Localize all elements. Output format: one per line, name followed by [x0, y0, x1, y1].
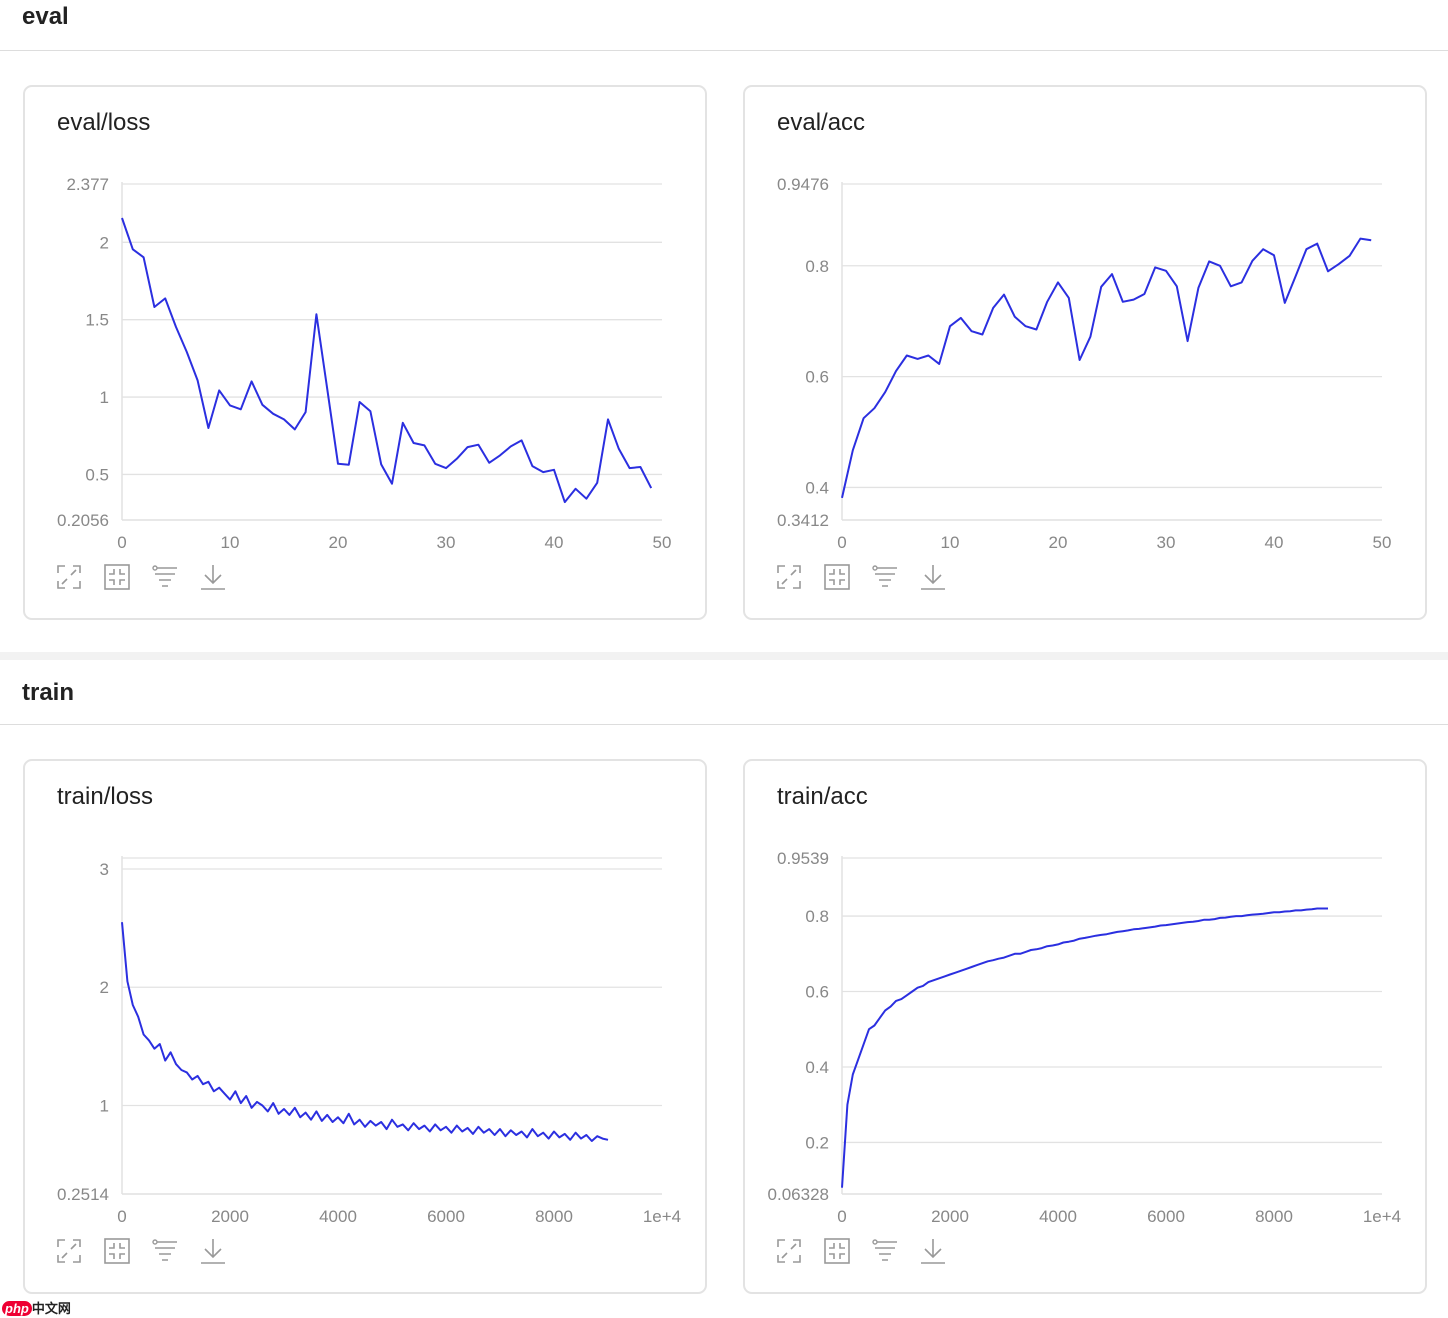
x-tick-label: 30	[437, 533, 456, 552]
expand-icon[interactable]	[55, 1237, 83, 1265]
y-tick-label: 1	[100, 1096, 109, 1115]
fit-icon[interactable]	[103, 563, 131, 591]
y-tick-label: 0.9539	[777, 849, 829, 868]
expand-icon[interactable]	[775, 563, 803, 591]
x-tick-label: 6000	[427, 1207, 465, 1226]
y-tick-label: 0.4	[805, 478, 829, 497]
series-line	[121, 922, 609, 1142]
x-tick-label: 10	[221, 533, 240, 552]
chart-plot[interactable]: 2.377 2 1.5 1 0.5 0.2056 0 10 20 30 40 50	[25, 87, 709, 622]
section-title: eval	[22, 3, 69, 30]
expand-icon[interactable]	[55, 563, 83, 591]
y-tick-label: 0.6	[805, 368, 829, 387]
x-tick-label: 40	[1265, 533, 1284, 552]
filter-icon[interactable]	[151, 1237, 179, 1265]
chart-card-eval-acc: eval/acc 0.9476 0.8 0.6 0.4 0.3412 0 10 20 30 40 50	[743, 85, 1427, 620]
chart-card-eval-loss: eval/loss 2.377 2 1.5 1 0.5 0.2056 0 10 20 30 40 50	[23, 85, 707, 620]
x-tick-label: 50	[1373, 533, 1392, 552]
y-tick-label: 0.4	[805, 1058, 829, 1077]
download-icon[interactable]	[919, 563, 947, 591]
y-tick-label: 0.9476	[777, 175, 829, 194]
y-tick-label: 0.3412	[777, 511, 829, 530]
y-tick-label: 0.6	[805, 983, 829, 1002]
chart-toolbar	[55, 563, 227, 591]
x-tick-label: 0	[837, 533, 846, 552]
x-tick-label: 2000	[211, 1207, 249, 1226]
download-icon[interactable]	[199, 1237, 227, 1265]
y-tick-label: 0.8	[805, 907, 829, 926]
y-tick-label: 0.2514	[57, 1185, 109, 1204]
chart-toolbar	[775, 563, 947, 591]
filter-icon[interactable]	[871, 1237, 899, 1265]
fit-icon[interactable]	[823, 563, 851, 591]
chart-title: eval/acc	[777, 109, 866, 136]
series-line	[841, 907, 1328, 1188]
chart-plot[interactable]: 0.9476 0.8 0.6 0.4 0.3412 0 10 20 30 40 50	[745, 87, 1429, 622]
fit-icon[interactable]	[823, 1237, 851, 1265]
x-tick-label: 0	[837, 1207, 846, 1226]
chart-card-train-loss: train/loss 3 2 1 0.2514 0 2000 4000 6000 8000 1e+4	[23, 759, 707, 1294]
x-tick-label: 50	[653, 533, 672, 552]
x-tick-label: 8000	[1255, 1207, 1293, 1226]
y-tick-label: 2	[100, 233, 109, 252]
x-tick-label: 8000	[535, 1207, 573, 1226]
x-tick-label: 6000	[1147, 1207, 1185, 1226]
y-tick-label: 1	[100, 388, 109, 407]
x-tick-label: 2000	[931, 1207, 969, 1226]
chart-card-train-acc: train/acc 0.9539 0.8 0.6 0.4 0.2 0.06328 0 2000 4…	[743, 759, 1427, 1294]
download-icon[interactable]	[199, 563, 227, 591]
x-tick-label: 20	[329, 533, 348, 552]
x-tick-label: 30	[1157, 533, 1176, 552]
y-tick-label: 2	[100, 978, 109, 997]
expand-icon[interactable]	[775, 1237, 803, 1265]
filter-icon[interactable]	[871, 563, 899, 591]
x-tick-label: 0	[117, 1207, 126, 1226]
chart-plot[interactable]: 0.9539 0.8 0.6 0.4 0.2 0.06328 0 2000 4000 6000 80…	[745, 761, 1429, 1296]
chart-toolbar	[55, 1237, 227, 1265]
chart-title: train/loss	[57, 783, 154, 810]
y-tick-label: 0.2056	[57, 511, 109, 530]
x-tick-label: 1e+4	[643, 1207, 681, 1226]
x-tick-label: 10	[941, 533, 960, 552]
y-tick-label: 2.377	[66, 175, 109, 194]
y-tick-label: 0.2	[805, 1133, 829, 1152]
download-icon[interactable]	[919, 1237, 947, 1265]
x-tick-label: 4000	[1039, 1207, 1077, 1226]
y-tick-label: 3	[100, 860, 109, 879]
section-header-eval[interactable]: eval	[0, 0, 1448, 51]
series-line	[841, 237, 1372, 499]
filter-icon[interactable]	[151, 563, 179, 591]
x-tick-label: 4000	[319, 1207, 357, 1226]
chart-title: train/acc	[777, 783, 868, 810]
section-divider	[0, 652, 1448, 660]
y-tick-label: 0.06328	[768, 1185, 829, 1204]
x-tick-label: 1e+4	[1363, 1207, 1401, 1226]
watermark: php 中文网	[2, 1298, 71, 1317]
chart-plot[interactable]: 3 2 1 0.2514 0 2000 4000 6000 8000 1e+4	[25, 761, 709, 1296]
series-line	[121, 217, 653, 504]
y-tick-label: 0.5	[85, 465, 109, 484]
fit-icon[interactable]	[103, 1237, 131, 1265]
y-tick-label: 0.8	[805, 257, 829, 276]
x-tick-label: 40	[545, 533, 564, 552]
x-tick-label: 20	[1049, 533, 1068, 552]
chart-title: eval/loss	[57, 109, 151, 136]
section-title: train	[22, 679, 75, 706]
chart-toolbar	[775, 1237, 947, 1265]
y-tick-label: 1.5	[85, 311, 109, 330]
x-tick-label: 0	[117, 533, 126, 552]
section-header-train[interactable]: train	[0, 660, 1448, 725]
